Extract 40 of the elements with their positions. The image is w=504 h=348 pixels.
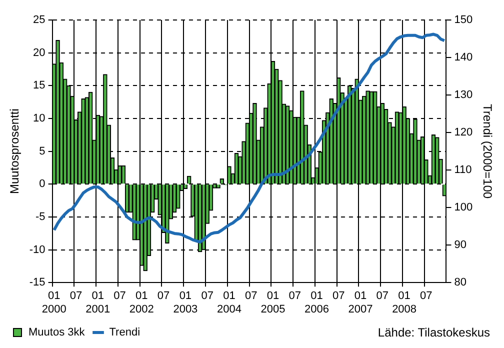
x-tick-label: 07	[114, 290, 126, 302]
x-tick-label: 01 2003	[173, 290, 198, 316]
y2-tick-label: 110	[454, 164, 472, 176]
x-tick-label: 07	[288, 290, 301, 302]
y-tick-label: -15	[29, 276, 46, 289]
x-tick-label: 07	[157, 290, 170, 302]
y2-tick-label: 90	[454, 239, 466, 252]
y2-tick-label: 140	[454, 52, 473, 64]
x-tick-label: 07	[244, 290, 258, 302]
legend-label: Trendi	[109, 326, 140, 339]
y2-tick-label: 130	[454, 89, 473, 102]
x-tick-label: 01 2001	[86, 290, 110, 316]
x-tick-label: 01 2005	[260, 290, 286, 316]
x-tick-label: 07	[332, 290, 345, 302]
x-tick-label: 07	[201, 290, 214, 302]
x-tick-label: 01 2000	[42, 290, 66, 316]
x-tick-label: 01 2008	[392, 290, 417, 316]
x-tick-label: 07	[376, 290, 389, 302]
legend-label: Muutos 3kk	[28, 326, 86, 339]
y2-axis-title: Trendi (2000=100	[480, 104, 494, 199]
y-tick-label: 25	[33, 14, 46, 26]
y2-tick-label: 80	[454, 276, 466, 289]
x-tick-label: 01 2006	[304, 290, 329, 316]
text: Lähde: Tilastokeskus	[378, 325, 490, 340]
y-axis-title: Muutosprosentti	[8, 108, 22, 194]
x-tick-label: 01 2004	[216, 290, 242, 316]
y2-tick-label: 120	[454, 126, 473, 139]
x-tick-label: 07	[70, 290, 82, 302]
y-tick-label: 10	[33, 112, 46, 125]
y-tick-label: 15	[33, 80, 46, 92]
y2-tick-label: 150	[454, 14, 473, 26]
x-tick-label: 01 2007	[348, 290, 373, 316]
y-tick-label: -10	[29, 244, 46, 256]
y-tick-label: 0	[39, 178, 46, 190]
x-tick-label: 07	[420, 290, 432, 302]
y-tick-label: 5	[39, 145, 46, 158]
y-tick-label: 20	[33, 46, 46, 59]
x-tick-label: 01 2002	[129, 290, 154, 316]
y2-tick-label: 100	[454, 202, 473, 214]
y-tick-label: -5	[36, 210, 46, 223]
